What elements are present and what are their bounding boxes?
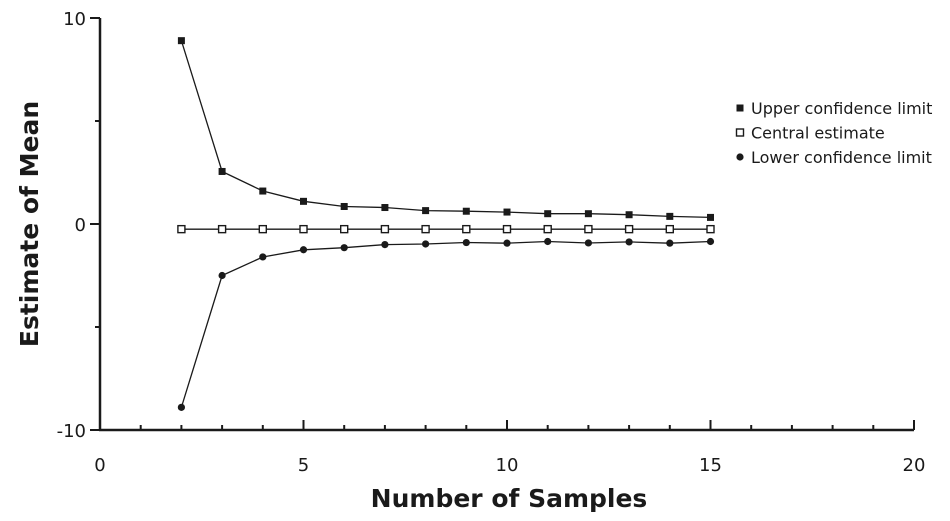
data-point-upper-confidence-limit bbox=[666, 212, 674, 220]
legend-label-upper-confidence-limit: Upper confidence limit bbox=[751, 99, 932, 118]
x-tick-label: 5 bbox=[298, 455, 309, 476]
data-point-central-estimate bbox=[624, 224, 634, 234]
data-point-lower-confidence-limit bbox=[544, 237, 552, 246]
data-point-upper-confidence-limit bbox=[381, 204, 389, 212]
series-lower-confidence-limit bbox=[177, 237, 715, 411]
legend-label-central-estimate: Central estimate bbox=[751, 124, 885, 143]
data-point-lower-confidence-limit bbox=[503, 239, 511, 247]
data-point-upper-confidence-limit bbox=[544, 210, 552, 218]
data-point-central-estimate bbox=[706, 224, 715, 234]
data-point-upper-confidence-limit bbox=[177, 37, 185, 45]
x-axis-title: Number of Samples bbox=[371, 484, 648, 513]
data-point-lower-confidence-limit bbox=[625, 238, 633, 246]
data-point-upper-confidence-limit bbox=[625, 211, 633, 219]
x-tick-label: 20 bbox=[903, 455, 926, 476]
data-point-upper-confidence-limit bbox=[707, 213, 714, 221]
series-upper-confidence-limit bbox=[177, 37, 714, 221]
legend-marker-upper-confidence-limit bbox=[736, 104, 744, 112]
data-point-upper-confidence-limit bbox=[218, 167, 226, 175]
data-point-lower-confidence-limit bbox=[177, 403, 185, 411]
data-point-upper-confidence-limit bbox=[462, 207, 470, 215]
data-point-lower-confidence-limit bbox=[340, 244, 348, 252]
data-point-lower-confidence-limit bbox=[422, 240, 430, 248]
ticks: 0 5 10 15 20 -10 0 10 bbox=[57, 9, 926, 476]
y-tick-label: -10 bbox=[57, 421, 86, 442]
series-central-estimate bbox=[177, 224, 715, 234]
legend-entry-lower-confidence-limit: Lower confidence limit bbox=[736, 148, 932, 167]
axes bbox=[98, 18, 914, 432]
data-point-lower-confidence-limit bbox=[218, 271, 226, 280]
data-point-upper-confidence-limit bbox=[503, 208, 511, 216]
data-point-central-estimate bbox=[421, 224, 430, 234]
series-line-lower-confidence-limit bbox=[180, 240, 711, 408]
y-axis-title: Estimate of Mean bbox=[15, 101, 44, 347]
data-point-central-estimate bbox=[665, 224, 674, 234]
data-point-lower-confidence-limit bbox=[259, 253, 267, 261]
x-tick-label: 0 bbox=[94, 455, 105, 476]
data-point-upper-confidence-limit bbox=[422, 207, 430, 215]
legend-entry-central-estimate: Central estimate bbox=[735, 124, 885, 143]
data-point-lower-confidence-limit bbox=[299, 246, 308, 254]
data-point-lower-confidence-limit bbox=[706, 237, 715, 246]
x-tick-label: 15 bbox=[699, 455, 722, 476]
legend-entry-upper-confidence-limit: Upper confidence limit bbox=[736, 99, 932, 118]
legend: Upper confidence limit Central estimate Lo… bbox=[735, 99, 932, 167]
data-point-central-estimate bbox=[258, 224, 267, 234]
y-tick-label: 0 bbox=[75, 215, 86, 236]
data-point-lower-confidence-limit bbox=[584, 239, 593, 247]
legend-marker-lower-confidence-limit bbox=[736, 153, 744, 161]
data-point-upper-confidence-limit bbox=[300, 197, 307, 205]
data-point-central-estimate bbox=[217, 224, 227, 234]
data-point-central-estimate bbox=[177, 224, 186, 234]
legend-marker-central-estimate bbox=[735, 128, 745, 137]
data-point-central-estimate bbox=[502, 224, 512, 234]
data-point-lower-confidence-limit bbox=[666, 239, 674, 247]
data-point-central-estimate bbox=[462, 224, 471, 234]
data-point-upper-confidence-limit bbox=[584, 210, 592, 218]
series-line-upper-confidence-limit bbox=[180, 40, 711, 219]
data-point-central-estimate bbox=[584, 224, 593, 234]
series-layer bbox=[177, 37, 715, 411]
legend-label-lower-confidence-limit: Lower confidence limit bbox=[751, 148, 932, 167]
data-point-central-estimate bbox=[299, 224, 308, 234]
data-point-upper-confidence-limit bbox=[259, 187, 267, 195]
data-point-central-estimate bbox=[543, 224, 552, 234]
data-point-lower-confidence-limit bbox=[462, 238, 470, 247]
data-point-central-estimate bbox=[340, 224, 349, 234]
y-tick-label: 10 bbox=[63, 9, 86, 30]
data-point-upper-confidence-limit bbox=[340, 202, 348, 210]
data-point-central-estimate bbox=[380, 224, 390, 234]
data-point-lower-confidence-limit bbox=[381, 241, 389, 249]
x-tick-label: 10 bbox=[496, 455, 519, 476]
